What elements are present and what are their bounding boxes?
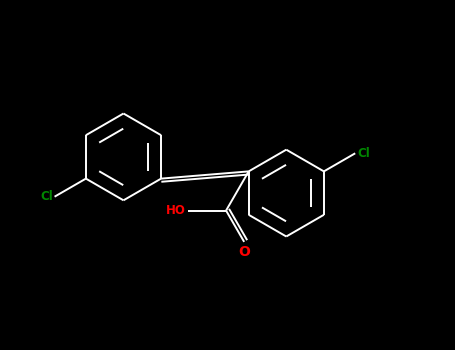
Text: HO: HO: [166, 204, 185, 217]
Text: Cl: Cl: [40, 190, 53, 203]
Text: O: O: [238, 245, 250, 259]
Text: Cl: Cl: [357, 147, 370, 160]
